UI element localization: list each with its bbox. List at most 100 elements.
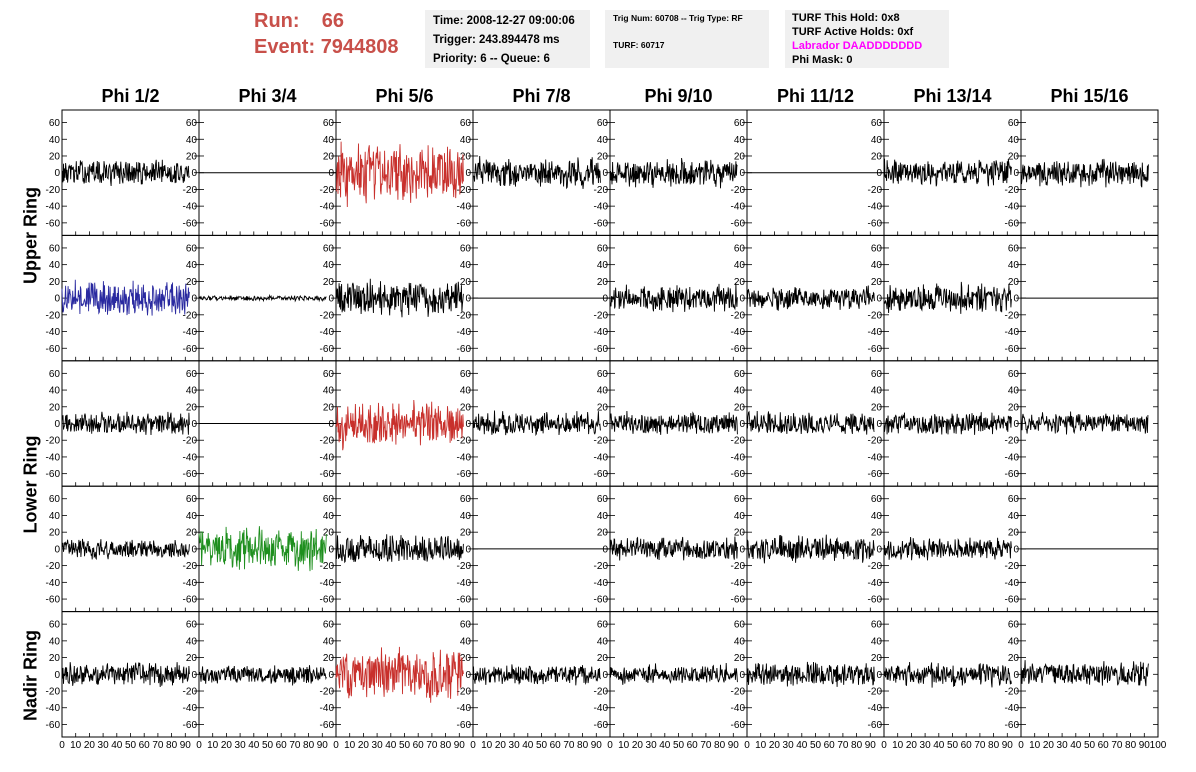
y-tick-label-right: 20 — [323, 653, 335, 664]
y-tick-label: 40 — [49, 135, 61, 146]
y-tick-label-right: 60 — [734, 494, 746, 505]
y-tick-label-right: 20 — [734, 528, 746, 539]
y-tick-label-right: -60 — [731, 469, 746, 480]
y-tick-label: 40 — [49, 386, 61, 397]
x-tick-label: 60 — [687, 740, 699, 751]
y-tick-label-right: -40 — [868, 703, 883, 714]
y-tick-label-right: -20 — [731, 687, 746, 698]
x-tick-label: 70 — [426, 740, 438, 751]
y-tick-label-right: 60 — [323, 369, 335, 380]
x-tick-label: 70 — [563, 740, 575, 751]
y-tick-label-right: 0 — [328, 544, 334, 555]
x-tick-label: 50 — [1084, 740, 1096, 751]
x-tick-label: 70 — [974, 740, 986, 751]
y-tick-label-right: 40 — [186, 511, 198, 522]
panel-r3-c7 — [1020, 485, 1159, 613]
y-tick-label-right: -40 — [731, 578, 746, 589]
phi-header-3: Phi 5/6 — [375, 86, 434, 106]
y-tick-label-right: -40 — [320, 202, 335, 213]
panel-r3-c0: 60 60 40 40 20 20 0 0 -20 -20 -40 -40 -60 -60 — [46, 485, 200, 613]
y-tick-label-right: 40 — [323, 636, 335, 647]
waveform-trace — [883, 158, 1012, 187]
x-tick-label: 90 — [591, 740, 603, 751]
panel-r2-c3: 60 40 20 0 -20 -40 -60 — [472, 360, 611, 487]
phi-header-6: Phi 11/12 — [776, 86, 855, 106]
y-tick-label-right: 0 — [1013, 544, 1019, 555]
run-row: Run: 66 — [254, 8, 399, 34]
panel-r3-c5: 60 40 20 0 -20 -40 -60 — [746, 485, 885, 613]
x-tick-label: 90 — [728, 740, 740, 751]
y-tick-label-right: 60 — [1008, 118, 1020, 129]
turf-this-hold-text: TURF This Hold: 0x8 — [792, 12, 900, 24]
waveform-trace — [335, 399, 464, 451]
y-tick-label-right: 60 — [186, 243, 198, 254]
y-tick-label-right: 40 — [734, 260, 746, 271]
y-tick-label-right: 60 — [871, 243, 883, 254]
y-tick-label-right: 40 — [186, 260, 198, 271]
x-tick-label: 90 — [1002, 740, 1014, 751]
x-tick-label: 10 — [481, 740, 493, 751]
panel-r0-c3: 60 40 20 0 -20 -40 -60 — [472, 109, 611, 236]
y-tick-label-right: 40 — [871, 511, 883, 522]
y-tick-label-right: -60 — [1005, 469, 1020, 480]
x-tick-label: 30 — [509, 740, 521, 751]
y-tick-label-right: -40 — [868, 452, 883, 463]
x-tick-label: 20 — [632, 740, 644, 751]
y-tick-label: -20 — [46, 561, 61, 572]
y-tick-label-right: -40 — [457, 578, 472, 589]
x-tick-label: 80 — [577, 740, 589, 751]
x-tick-label: 60 — [961, 740, 973, 751]
y-tick-label-right: -40 — [320, 452, 335, 463]
y-tick-label-right: 20 — [871, 277, 883, 288]
y-tick-label-right: 40 — [734, 636, 746, 647]
y-tick-label-right: -40 — [594, 578, 609, 589]
y-tick-label-right: 60 — [871, 494, 883, 505]
y-tick-label-right: 20 — [871, 151, 883, 162]
waveform-trace — [198, 526, 327, 572]
x-tick-label: 50 — [262, 740, 274, 751]
waveform-trace — [61, 159, 190, 187]
y-tick-label-right: -40 — [868, 327, 883, 338]
event-row: Event: 7944808 — [254, 34, 399, 60]
y-tick-label-right: -60 — [457, 218, 472, 229]
y-tick-label-right: -20 — [183, 185, 198, 196]
x-tick-label: 60 — [550, 740, 562, 751]
waveform-trace — [746, 661, 875, 687]
y-tick-label: 20 — [49, 653, 61, 664]
x-tick-label: 20 — [84, 740, 96, 751]
x-tick-label: 30 — [920, 740, 932, 751]
y-tick-label-right: 20 — [734, 402, 746, 413]
y-tick-label-right: -20 — [183, 687, 198, 698]
x-tick-label: 60 — [276, 740, 288, 751]
x-tick-label: 70 — [289, 740, 301, 751]
y-tick-label-right: -60 — [183, 720, 198, 731]
y-tick-label-right: 60 — [871, 118, 883, 129]
x-tick-label: 50 — [125, 740, 137, 751]
y-tick-label-right: -20 — [868, 687, 883, 698]
waveform-trace — [472, 155, 601, 190]
y-tick-label-right: 60 — [460, 494, 472, 505]
y-tick-label: 0 — [54, 419, 60, 430]
x-tick-label: 70 — [1111, 740, 1123, 751]
priority-queue-text: Priority: 6 -- Queue: 6 — [433, 53, 550, 65]
panel-r2-c6: 60 40 20 0 -20 -40 -60 — [883, 360, 1022, 487]
x-tick-label: 30 — [98, 740, 110, 751]
y-tick-label-right: -40 — [320, 703, 335, 714]
trig-num-type-text: Trig Num: 60708 -- Trig Type: RF — [613, 13, 743, 23]
y-tick-label-right: -40 — [320, 327, 335, 338]
y-tick-label-right: 40 — [1008, 511, 1020, 522]
y-tick-label-right: -40 — [183, 327, 198, 338]
y-tick-label: 0 — [54, 294, 60, 305]
y-tick-label-right: 20 — [871, 653, 883, 664]
waveform-trace — [61, 538, 190, 561]
y-tick-label-right: -40 — [183, 703, 198, 714]
waveform-trace — [609, 283, 738, 313]
panel-r0-c0: 60 60 40 40 20 20 0 0 -20 -20 -40 -40 -60 -60 — [46, 109, 200, 236]
y-tick-label-right: 40 — [1008, 135, 1020, 146]
y-tick-label-right: 40 — [871, 260, 883, 271]
y-tick-label-right: 0 — [876, 294, 882, 305]
panel-r3-c1: 60 40 20 0 -20 -40 -60 — [198, 485, 337, 613]
